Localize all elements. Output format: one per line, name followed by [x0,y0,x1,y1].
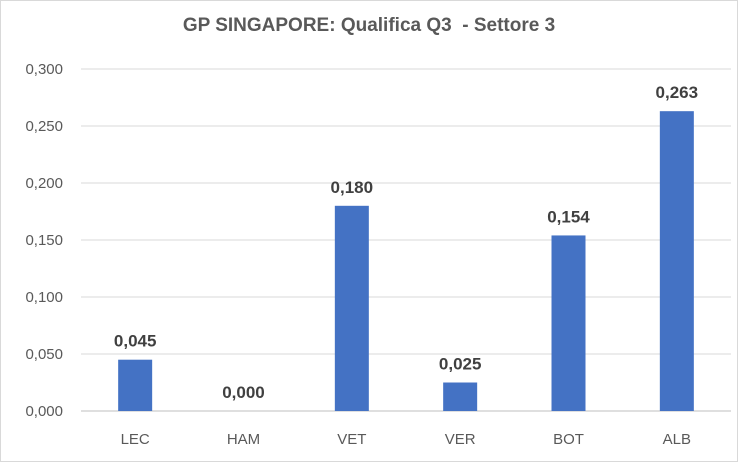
y-tick-label: 0,050 [25,346,63,363]
data-label: 0,000 [222,383,265,402]
x-tick-label: VER [445,431,476,448]
y-tick-label: 0,200 [25,175,63,192]
x-tick-label: ALB [663,431,691,448]
data-label: 0,025 [439,355,482,374]
bar [118,359,153,411]
data-label: 0,263 [656,83,699,102]
data-label: 0,180 [331,178,374,197]
y-tick-label: 0,000 [25,403,63,420]
bar [551,235,586,411]
x-tick-label: BOT [553,431,584,448]
y-tick-label: 0,300 [25,61,63,78]
x-tick-label: VET [337,431,366,448]
data-label: 0,154 [547,207,590,226]
chart-title: GP SINGAPORE: Qualifica Q3 - Settore 3 [182,15,556,36]
bar [443,382,478,411]
y-tick-label: 0,100 [25,289,63,306]
bar [659,111,694,412]
y-tick-label: 0,250 [25,118,63,135]
x-tick-label: HAM [227,431,260,448]
y-tick-label: 0,150 [25,232,63,249]
bar [334,205,369,411]
data-label: 0,045 [114,332,157,351]
x-tick-label: LEC [121,431,150,448]
